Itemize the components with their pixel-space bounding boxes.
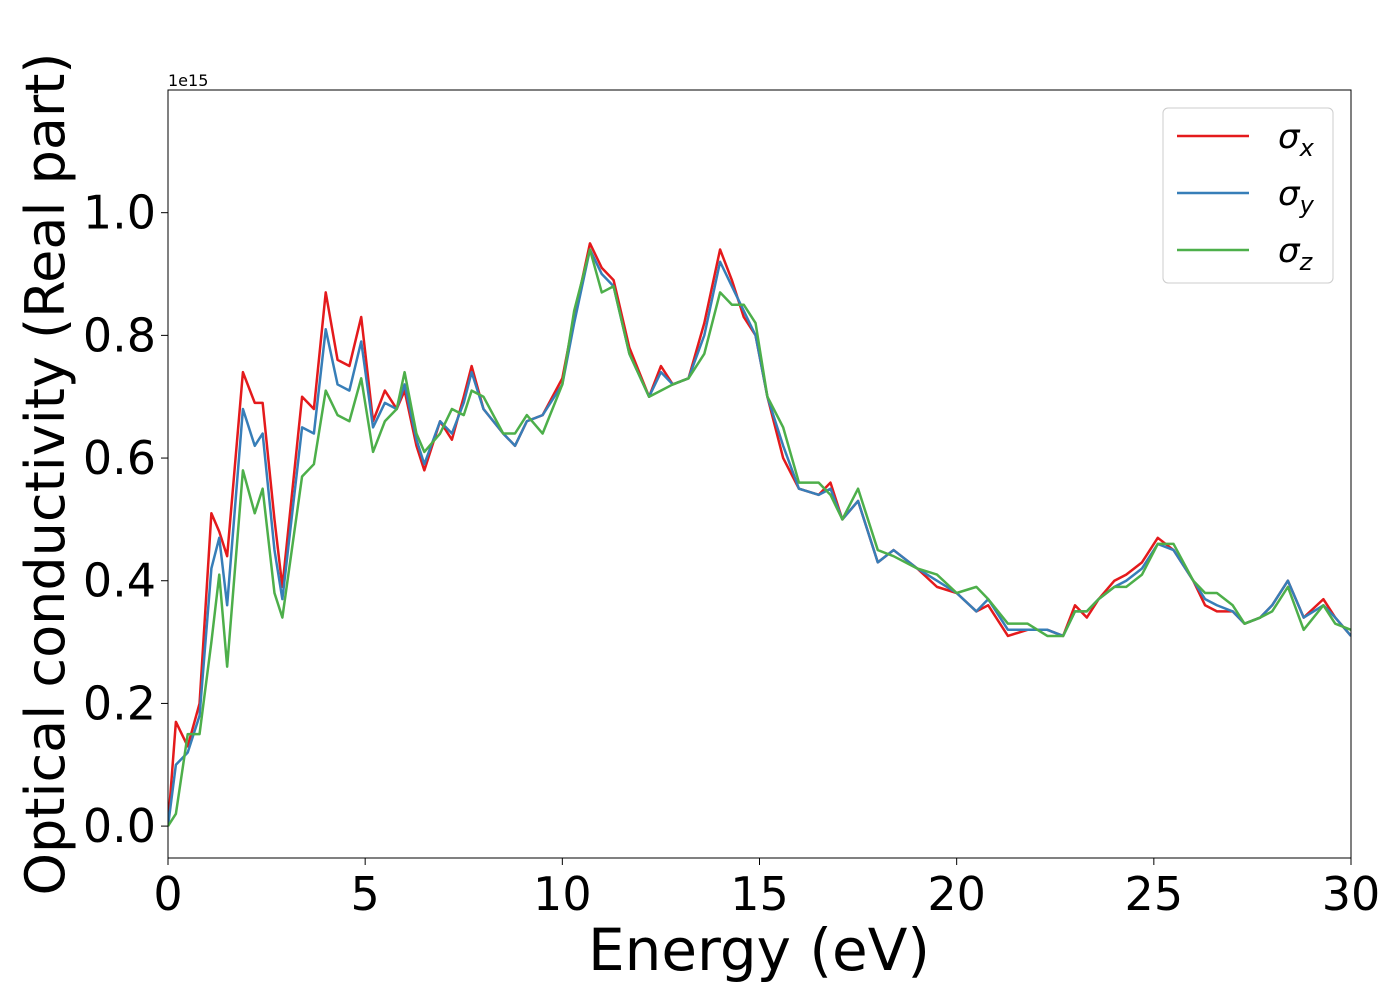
y-tick-label: 0.4 <box>83 554 156 608</box>
x-tick-label: 5 <box>351 867 380 921</box>
x-tick-label: 10 <box>533 867 592 921</box>
y-tick-label: 1.0 <box>83 186 156 240</box>
x-axis-label: Energy (eV) <box>588 916 930 984</box>
y-tick-label: 0.0 <box>83 799 156 853</box>
x-tick-label: 20 <box>927 867 986 921</box>
y-offset-text: 1e15 <box>168 71 208 90</box>
y-axis-label: Optical conductivity (Real part) <box>14 53 77 896</box>
x-tick-label: 15 <box>730 867 789 921</box>
plot-frame <box>167 89 1352 859</box>
y-tick-label: 0.2 <box>83 676 156 730</box>
y-tick-label: 0.8 <box>83 308 156 362</box>
legend-label: σy <box>1278 174 1315 219</box>
x-tick-label: 0 <box>153 867 182 921</box>
series-line <box>168 248 1351 827</box>
y-tick-label: 0.6 <box>83 431 156 485</box>
series-line <box>168 242 1351 827</box>
legend-box <box>1162 107 1334 284</box>
legend-label: σx <box>1278 117 1315 162</box>
x-tick-label: 30 <box>1322 867 1381 921</box>
series-line <box>168 248 1351 827</box>
legend-label: σz <box>1278 231 1314 276</box>
x-tick-label: 25 <box>1125 867 1184 921</box>
